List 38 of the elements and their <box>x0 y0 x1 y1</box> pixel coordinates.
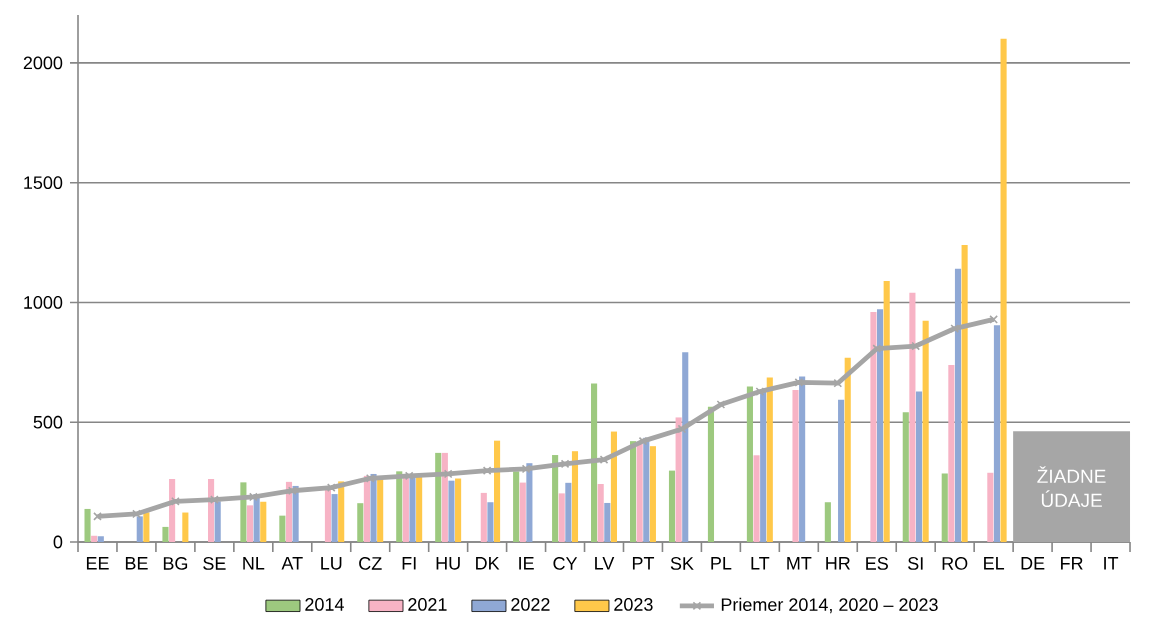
x-tick-label: EL <box>984 557 1005 570</box>
x-tick-label: DE <box>1021 557 1045 570</box>
legend-label: 2023 <box>614 598 653 611</box>
legend-label: 2014 <box>305 598 344 611</box>
x-tick-label: IT <box>1104 557 1119 570</box>
x-tick-label: DK <box>476 557 500 570</box>
x-tick-label: FI <box>402 557 416 570</box>
y-tick-label: 0 <box>53 535 63 549</box>
x-tick-label: FR <box>1061 557 1083 570</box>
x-tick-label: HU <box>436 557 460 570</box>
x-tick-label: LT <box>751 557 770 570</box>
x-tick-label: ES <box>866 557 888 570</box>
x-tick-label: LV <box>595 557 615 570</box>
legend-label: 2022 <box>511 598 550 611</box>
x-tick-label: PT <box>632 557 655 570</box>
annotation: ŽIADNE ÚDAJE <box>1037 466 1106 508</box>
y-tick-label: 1500 <box>24 176 63 190</box>
y-tick-label: 1000 <box>24 296 63 309</box>
x-tick-label: AT <box>281 557 303 570</box>
x-tick-label: PL <box>711 557 732 570</box>
x-tick-label: SE <box>203 557 226 570</box>
x-tick-label: BE <box>125 557 148 570</box>
legend-label: Priemer 2014, 2020 – 2023 <box>721 597 938 614</box>
x-tick-label: CY <box>553 557 578 570</box>
x-tick-label: NL <box>243 557 265 570</box>
y-tick-label: 500 <box>33 415 63 429</box>
x-tick-label: MT <box>787 557 812 570</box>
x-tick-label: BG <box>163 557 188 570</box>
y-tick-label: 2000 <box>23 56 63 70</box>
x-tick-label: RO <box>942 557 968 570</box>
legend-label: 2021 <box>408 598 447 611</box>
x-tick-label: SI <box>908 557 923 570</box>
x-tick-label: HR <box>826 557 850 570</box>
x-tick-label: IE <box>519 557 534 570</box>
x-tick-label: EE <box>86 557 109 570</box>
x-tick-label: SK <box>670 557 694 570</box>
x-tick-label: CZ <box>359 557 382 570</box>
x-tick-label: LU <box>321 557 342 570</box>
